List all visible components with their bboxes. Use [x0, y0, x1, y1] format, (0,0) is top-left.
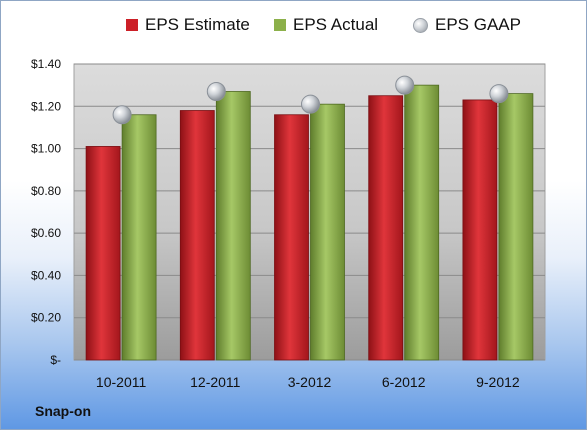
legend-eps-actual: EPS Actual [274, 15, 378, 35]
bar-eps-estimate [179, 110, 215, 361]
bar-eps-actual [215, 91, 251, 361]
legend-label-eps-gaap: EPS GAAP [435, 15, 521, 34]
legend-eps-gaap: EPS GAAP [413, 15, 521, 35]
marker-eps-gaap [206, 81, 226, 101]
y-tick-label: $0.80 [31, 184, 61, 198]
bar-eps-estimate [85, 146, 121, 361]
y-tick-label: $- [50, 353, 61, 367]
x-tick-label: 12-2011 [190, 374, 241, 390]
legend-label-eps-estimate: EPS Estimate [145, 15, 250, 34]
y-tick-label: $1.00 [31, 142, 61, 156]
y-tick-label: $0.60 [31, 226, 61, 240]
marker-eps-gaap [112, 105, 132, 125]
bar-eps-estimate [462, 99, 498, 361]
y-tick-label: $0.20 [31, 311, 61, 325]
legend-marker-eps-gaap [413, 17, 428, 33]
legend-label-eps-actual: EPS Actual [293, 15, 379, 34]
bar-eps-actual [310, 103, 345, 361]
bar-eps-actual [121, 114, 157, 361]
x-tick-label: 9-2012 [476, 374, 520, 390]
marker-eps-gaap [395, 75, 415, 95]
x-tick-label: 10-2011 [96, 374, 147, 390]
x-tick-label: 6-2012 [382, 374, 426, 390]
bar-eps-actual [498, 93, 534, 361]
marker-eps-gaap [489, 84, 509, 104]
marker-eps-gaap [301, 94, 320, 114]
legend-eps-estimate: EPS Estimate [126, 15, 250, 35]
bar-eps-actual [404, 84, 440, 361]
x-tick-label: 3-2012 [288, 374, 332, 390]
legend: EPS Estimate EPS Actual EPS GAAP [1, 15, 586, 43]
bar-eps-estimate [368, 95, 404, 361]
y-tick-label: $0.40 [31, 268, 61, 282]
y-tick-label: $1.20 [31, 99, 61, 113]
bar-eps-estimate [274, 114, 309, 361]
legend-swatch-eps-actual [274, 19, 286, 31]
company-label: Snap-on [35, 403, 91, 419]
y-tick-label: $1.40 [31, 57, 61, 71]
legend-swatch-eps-estimate [126, 19, 138, 31]
